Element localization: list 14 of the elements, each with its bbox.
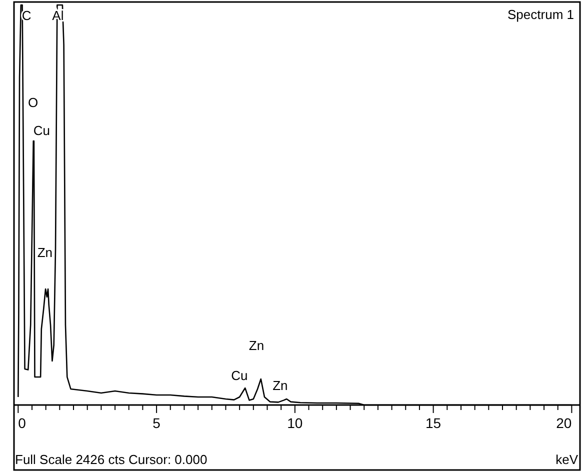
- annotation: Cu: [33, 123, 50, 138]
- annotation: Zn: [248, 338, 264, 353]
- annotation: Zn: [37, 245, 53, 260]
- annotation: Cu: [231, 368, 248, 383]
- x-tick-label: 0: [18, 415, 26, 431]
- x-axis-title: keV: [556, 452, 578, 467]
- x-tick-label: 5: [152, 415, 161, 431]
- x-tick-label: 20: [556, 415, 572, 431]
- annotation: O: [28, 95, 38, 110]
- x-tick-label: 10: [287, 415, 303, 431]
- annotation: Zn: [272, 378, 288, 393]
- x-tick-label: 15: [426, 415, 442, 431]
- text: Full Scale 2426 cts Cursor: 0.000: [15, 452, 208, 467]
- chart-title: Spectrum 1: [508, 7, 574, 22]
